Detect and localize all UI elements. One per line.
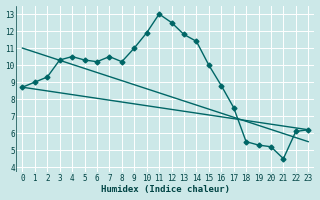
X-axis label: Humidex (Indice chaleur): Humidex (Indice chaleur): [101, 185, 230, 194]
